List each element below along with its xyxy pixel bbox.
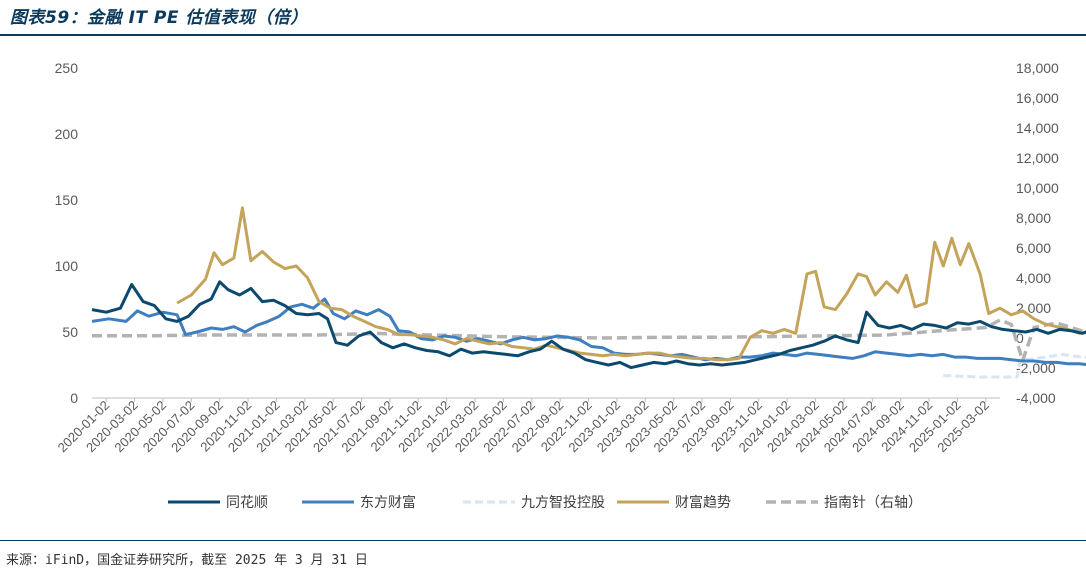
y-right-tick-label: 12,000: [1016, 150, 1059, 166]
y-right-tick-label: 14,000: [1016, 120, 1059, 136]
y-right-tick-label: 2,000: [1016, 300, 1051, 316]
y-left-tick-label: 250: [55, 60, 79, 76]
series-line-jfzt: [943, 353, 1086, 379]
y-right-tick-label: 8,000: [1016, 210, 1051, 226]
y-right-tick-label: 0: [1016, 330, 1024, 346]
legend-label-ths: 同花顺: [226, 495, 268, 511]
y-left-tick-label: 150: [55, 192, 79, 208]
y-left-tick-label: 0: [70, 390, 78, 406]
y-axis-right: 18,000 16,000 14,000 12,000 10,000 8,000 6,000…: [1016, 60, 1059, 406]
y-right-tick-label: 4,000: [1016, 270, 1051, 286]
x-axis: 2020-01-022020-03-022020-05-022020-07-02…: [55, 398, 992, 456]
series-layer: [91, 206, 1086, 379]
pe-valuation-chart: 250 200 150 100 50 0 18,000 16,000 14,000 12,000…: [55, 60, 1086, 511]
y-left-tick-label: 200: [55, 126, 79, 142]
title-divider: [0, 34, 1086, 36]
y-right-tick-label: 18,000: [1016, 60, 1059, 76]
series-line-ths: [91, 280, 1086, 370]
chart-legend: 同花顺 东方财富 九方智投控股 财富趋势 指南针（右轴）: [168, 494, 922, 511]
legend-label-jfzt: 九方智投控股: [521, 495, 605, 511]
legend-label-cfqs: 财富趋势: [675, 494, 731, 511]
legend-label-znz: 指南针（右轴）: [824, 495, 922, 511]
y-right-tick-label: 16,000: [1016, 90, 1059, 106]
y-right-tick-label: -2,000: [1016, 360, 1056, 376]
y-axis-left: 250 200 150 100 50 0: [55, 60, 79, 406]
source-note: 来源：iFinD，国金证券研究所，截至 2025 年 3 月 31 日: [6, 553, 368, 568]
chart-title: 图表59：金融 IT PE 估值表现（倍）: [10, 8, 308, 28]
legend-label-dfcf: 东方财富: [360, 494, 416, 511]
series-line-cfqs: [176, 206, 1086, 362]
y-right-tick-label: 10,000: [1016, 180, 1059, 196]
y-right-tick-label: -4,000: [1016, 390, 1056, 406]
series-line-dfcf: [91, 297, 1086, 366]
footer-divider: [0, 540, 1086, 541]
y-left-tick-label: 50: [62, 324, 78, 340]
y-right-tick-label: 6,000: [1016, 240, 1051, 256]
y-left-tick-label: 100: [55, 258, 79, 274]
